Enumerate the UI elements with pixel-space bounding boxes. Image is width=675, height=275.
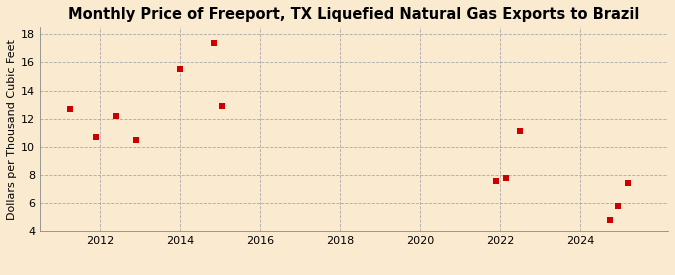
Point <box>131 138 142 142</box>
Point <box>90 135 101 139</box>
Point <box>175 67 186 72</box>
Point <box>613 204 624 208</box>
Point <box>209 40 219 45</box>
Point <box>514 129 525 134</box>
Y-axis label: Dollars per Thousand Cubic Feet: Dollars per Thousand Cubic Feet <box>7 39 17 220</box>
Point <box>217 104 227 108</box>
Point <box>622 181 633 186</box>
Point <box>65 107 76 111</box>
Point <box>111 114 122 118</box>
Point <box>605 218 616 222</box>
Point <box>491 178 502 183</box>
Point <box>501 175 512 180</box>
Title: Monthly Price of Freeport, TX Liquefied Natural Gas Exports to Brazil: Monthly Price of Freeport, TX Liquefied … <box>68 7 640 22</box>
